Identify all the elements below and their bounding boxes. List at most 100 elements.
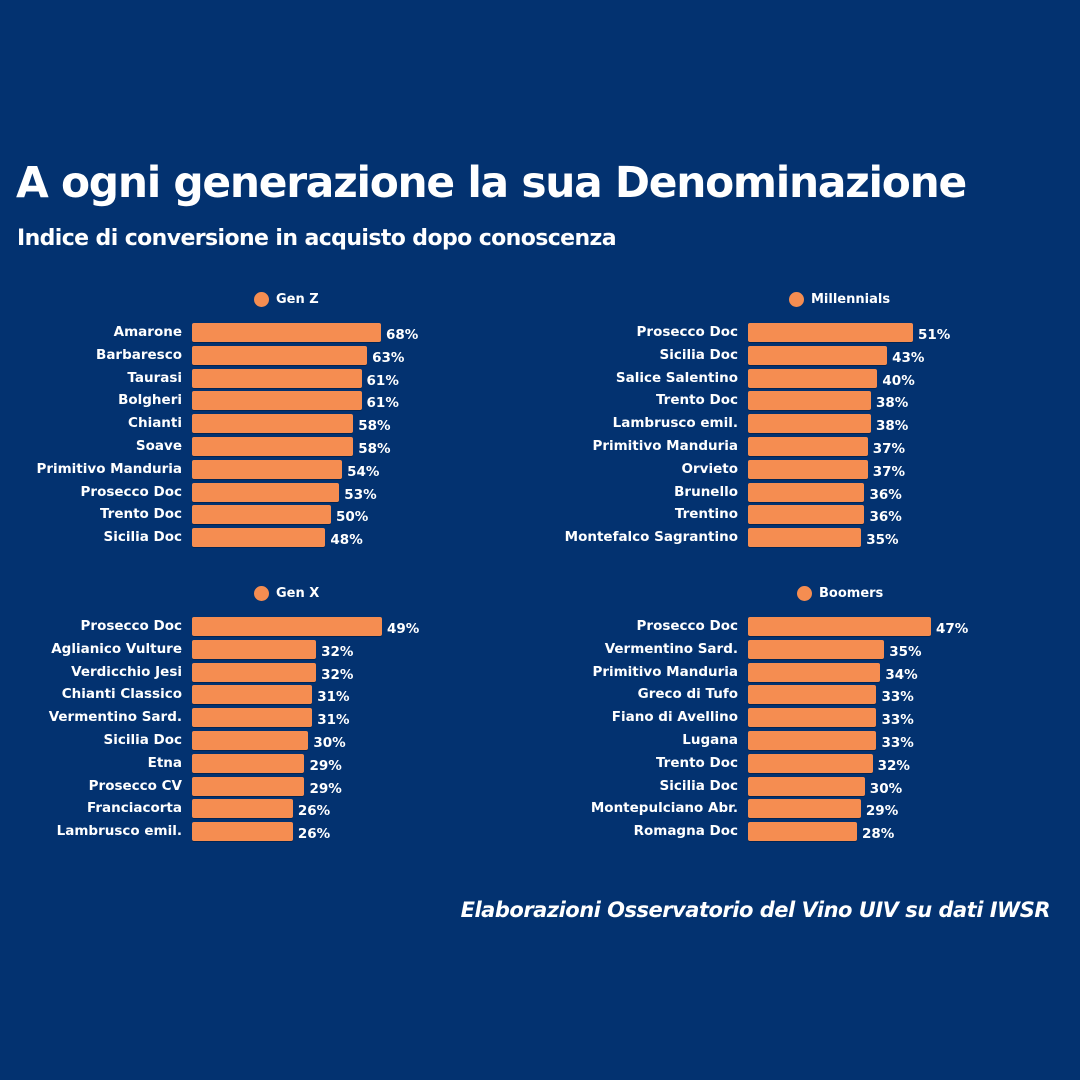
bar-row: Sicilia Doc 30% <box>0 731 1080 751</box>
bar <box>192 505 331 525</box>
bar <box>748 459 868 479</box>
category-label: Montepulciano Abr. <box>590 800 738 817</box>
bar-row: Brunello 36% <box>0 482 1080 503</box>
bar <box>748 414 871 434</box>
value-label: 29% <box>865 803 899 820</box>
legend-label: Millennials <box>811 291 891 307</box>
page-subtitle: Indice di conversione in acquisto dopo c… <box>17 226 617 251</box>
value-label: 29% <box>309 780 342 797</box>
value-label: 31% <box>317 712 350 729</box>
category-label: Montefalco Sagrantino <box>564 529 738 546</box>
bar <box>192 414 354 434</box>
value-label: 61% <box>366 372 399 389</box>
value-label: 32% <box>321 666 354 683</box>
bar <box>192 391 362 411</box>
category-label: Sicilia Doc <box>659 346 738 363</box>
bar <box>748 708 877 728</box>
bar-row: Etna 29% <box>0 753 1080 774</box>
category-label: Soave <box>135 438 182 454</box>
value-label: 31% <box>317 689 350 706</box>
value-label: 40% <box>882 372 915 389</box>
bar <box>748 799 861 819</box>
value-label: 38% <box>875 395 909 412</box>
bar <box>192 528 326 548</box>
value-label: 29% <box>309 757 342 774</box>
bar <box>192 639 317 659</box>
legend-label: Gen X <box>276 585 320 601</box>
category-label: Sicilia Doc <box>103 529 182 546</box>
bar <box>748 437 868 456</box>
value-label: 38% <box>875 418 909 435</box>
legend-label: Boomers <box>819 585 884 601</box>
value-label: 33% <box>881 712 914 729</box>
bar <box>192 368 362 388</box>
value-label: 61% <box>366 395 399 412</box>
value-label: 37% <box>872 463 906 480</box>
bar-row: Soave 58% <box>0 437 1080 457</box>
legend: Boomers <box>797 583 883 603</box>
bar-row: Prosecco Doc 51% <box>0 323 1080 343</box>
bar-row: Prosecco Doc 47% <box>0 617 1080 637</box>
bar <box>748 662 881 682</box>
bar-row: Trento Doc 32% <box>0 753 1080 774</box>
category-label: Primitivo Manduria <box>592 663 738 680</box>
bar <box>748 368 878 388</box>
bar <box>192 776 305 796</box>
category-label: Barbaresco <box>96 346 182 363</box>
category-label: Vermentino Sard. <box>48 709 182 726</box>
bar <box>748 617 931 636</box>
bar-row: Amarone 68% <box>0 323 1080 343</box>
value-label: 58% <box>358 418 391 435</box>
value-label: 35% <box>866 532 899 549</box>
bar-row: Lambrusco emil. 38% <box>0 414 1080 434</box>
legend: Millennials <box>789 289 890 309</box>
bar-row: Sicilia Doc 30% <box>0 776 1080 797</box>
category-label: Greco di Tufo <box>637 686 738 703</box>
value-label: 28% <box>862 826 895 843</box>
value-label: 68% <box>386 327 419 343</box>
bar <box>748 731 877 750</box>
category-label: Prosecco Doc <box>636 618 738 634</box>
bar <box>748 345 888 365</box>
category-label: Primitivo Manduria <box>36 460 182 477</box>
bar <box>748 822 858 842</box>
legend: Gen Z <box>254 289 319 309</box>
value-label: 33% <box>881 735 914 751</box>
bar-row: Prosecco CV 29% <box>0 776 1080 797</box>
category-label: Prosecco Doc <box>636 324 738 340</box>
legend-label: Gen Z <box>276 291 319 307</box>
category-label: Verdicchio Jesi <box>71 663 182 680</box>
value-label: 30% <box>313 735 346 751</box>
bar-row: Barbaresco 63% <box>0 345 1080 366</box>
legend-dot-icon <box>254 291 269 307</box>
bar <box>192 685 313 705</box>
bar <box>192 437 354 456</box>
bar <box>192 753 305 773</box>
category-label: Salice Salentino <box>615 369 738 386</box>
category-label: Orvieto <box>681 460 738 477</box>
category-label: Lambrusco emil. <box>612 415 738 432</box>
bar <box>192 323 381 342</box>
chart-gen-z: Gen Z Amarone 68% Barbaresco 63% Taurasi 61% Bo… <box>0 289 1080 559</box>
bar <box>192 459 343 479</box>
category-label: Bolgheri <box>118 392 182 409</box>
bar <box>192 731 309 750</box>
category-label: Aglianico Vulture <box>51 640 182 657</box>
category-label: Chianti Classico <box>61 686 182 703</box>
bar <box>192 662 317 682</box>
bar-row: Montepulciano Abr. 29% <box>0 799 1080 819</box>
bar <box>748 685 877 705</box>
category-label: Prosecco Doc <box>80 618 182 634</box>
bar-row: Primitivo Manduria 34% <box>0 662 1080 683</box>
value-label: 49% <box>387 621 420 637</box>
bar <box>748 639 885 659</box>
legend-dot-icon <box>789 291 804 307</box>
category-label: Etna <box>147 754 182 771</box>
category-label: Chianti <box>128 415 182 432</box>
bar-row: Prosecco Doc 53% <box>0 482 1080 503</box>
bar <box>192 708 313 728</box>
bar-row: Sicilia Doc 43% <box>0 345 1080 366</box>
category-label: Trento Doc <box>99 506 182 523</box>
chart-millennials: Millennials Prosecco Doc 51% Sicilia Doc 43%… <box>0 289 1080 559</box>
legend-dot-icon <box>797 585 812 601</box>
